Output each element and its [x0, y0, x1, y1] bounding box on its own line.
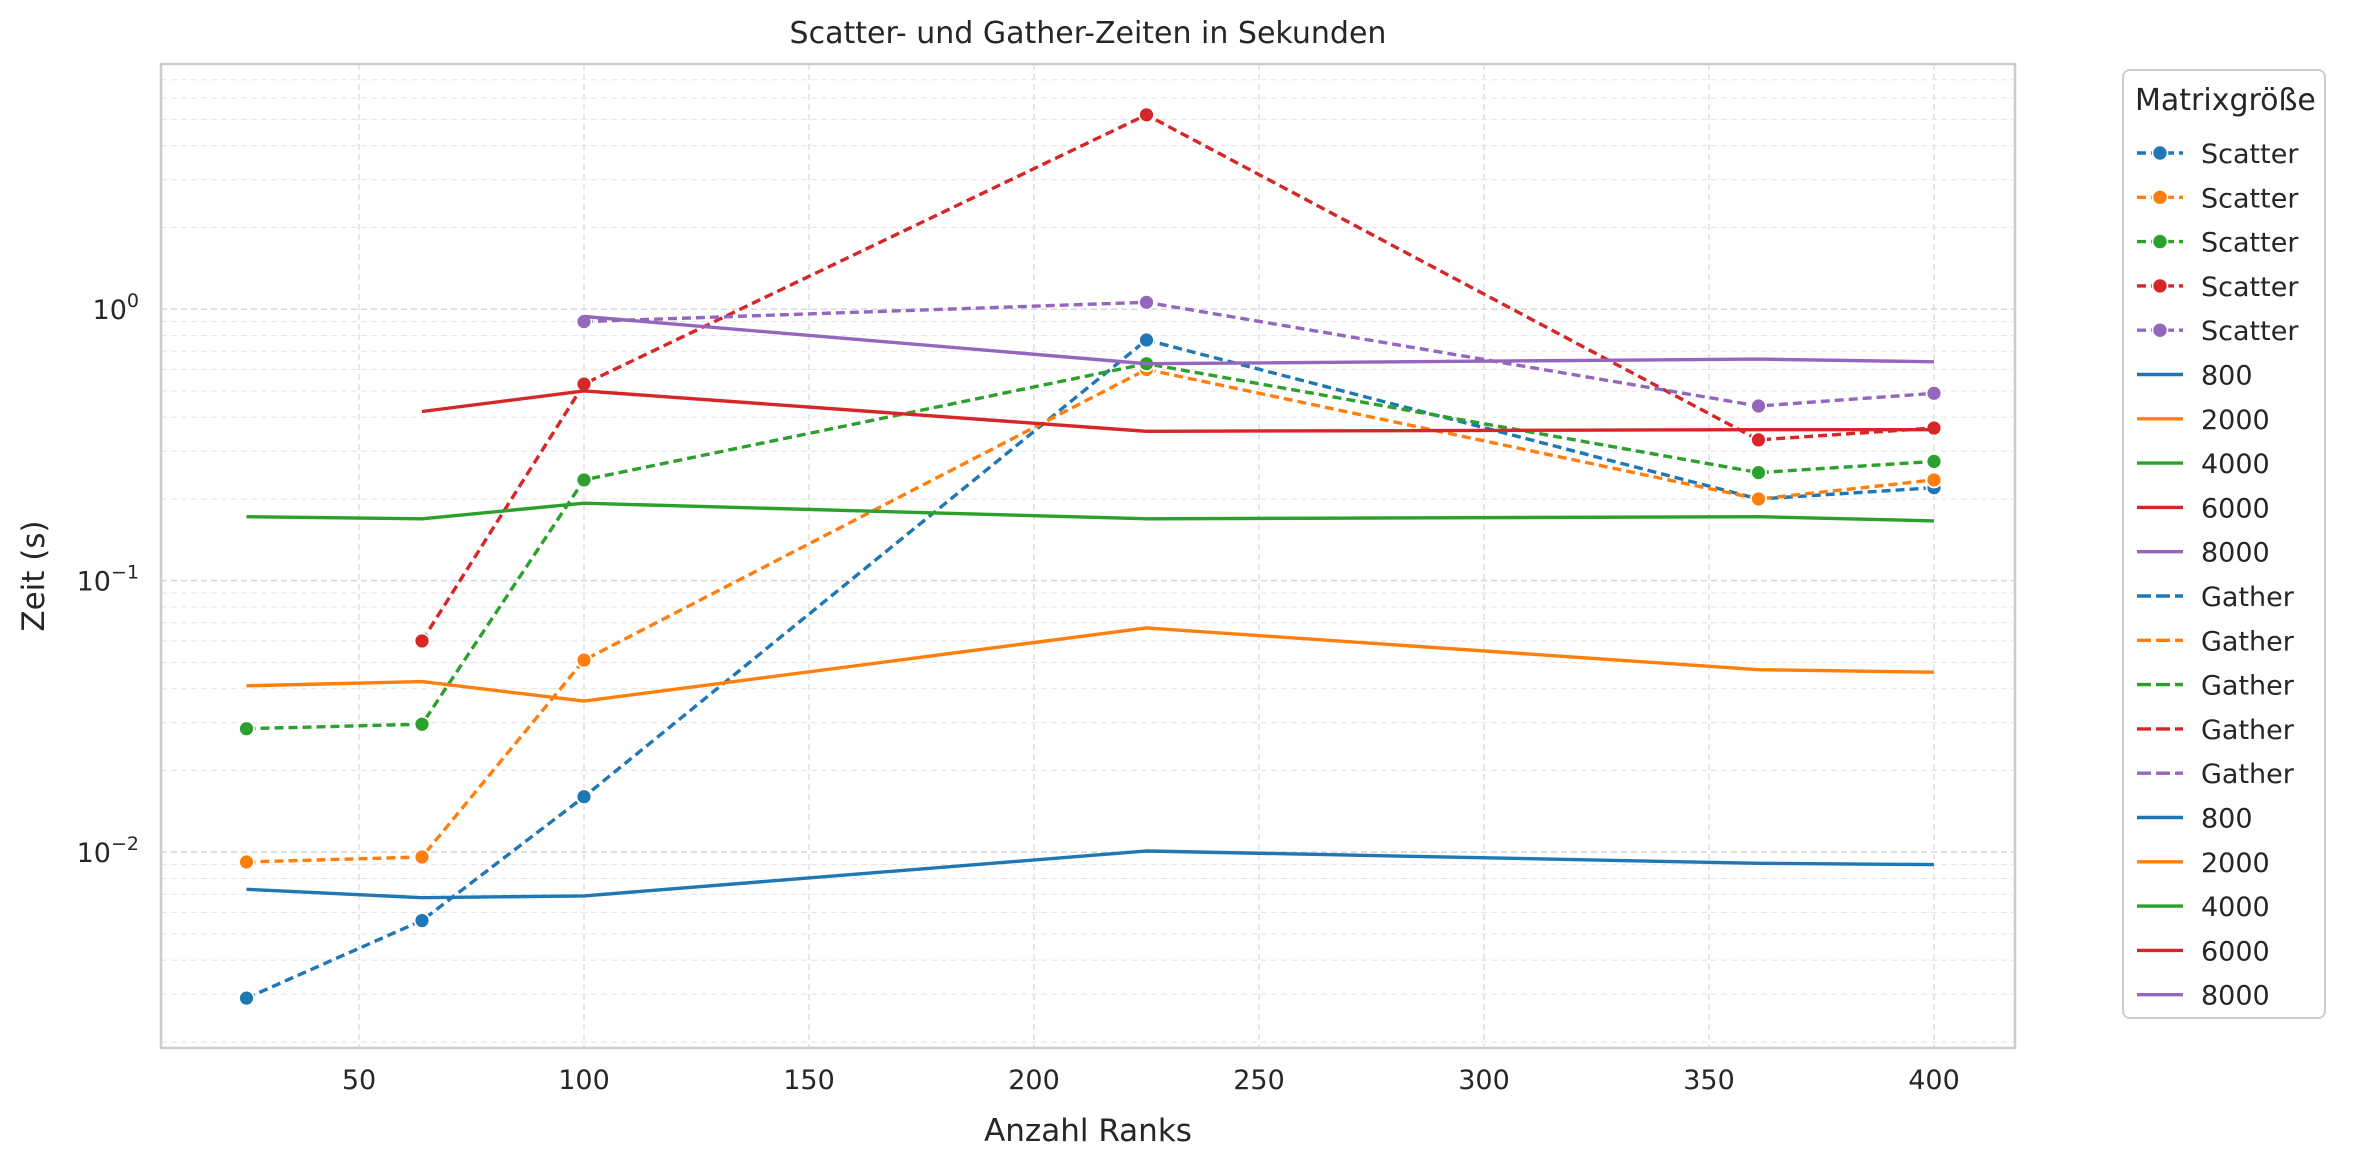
legend-label: 6000: [2201, 493, 2270, 524]
legend-label: Scatter: [2201, 316, 2299, 347]
data-point: [575, 788, 593, 806]
series-line: [246, 367, 1935, 864]
legend-label: 4000: [2201, 449, 2270, 480]
data-point: [1925, 453, 1943, 470]
legend-label: Scatter: [2201, 228, 2299, 259]
grid: [161, 63, 2015, 1048]
series-gather-8000: [583, 314, 1935, 366]
data-point: [238, 989, 255, 1007]
y-axis-label: Zeit (s): [16, 520, 52, 631]
data-point: [413, 912, 431, 929]
series-line: [421, 389, 1934, 433]
series-line: [583, 314, 1935, 366]
x-tick-label: 400: [1908, 1065, 1960, 1096]
legend-marker: [2151, 189, 2169, 206]
y-tick-exponent: 0: [127, 290, 139, 312]
legend-label: 800: [2201, 361, 2253, 392]
series-scatter-4000: [238, 355, 1943, 738]
data-point: [1750, 464, 1767, 482]
series-gather-800: [246, 849, 1935, 900]
legend-marker: [2151, 144, 2169, 162]
x-axis-label: Anzahl Ranks: [984, 1113, 1192, 1149]
data-point: [413, 632, 431, 650]
y-tick-exponent: −1: [111, 562, 139, 584]
x-tick-label: 200: [1008, 1065, 1060, 1096]
data-point: [238, 720, 255, 738]
legend-label: Gather: [2201, 715, 2295, 746]
data-point: [575, 651, 593, 669]
legend-label: Gather: [2201, 759, 2295, 790]
x-tick-label: 250: [1233, 1065, 1285, 1096]
y-tick-base: 10: [93, 295, 127, 326]
legend-title: Matrixgröße: [2135, 83, 2316, 118]
data-point: [1750, 490, 1767, 508]
legend: Matrixgröße Scatter Scatter Scatter Scatter S…: [2122, 69, 2326, 1019]
data-point: [413, 715, 431, 733]
y-tick-label: 10−2: [77, 833, 139, 869]
data-point: [238, 853, 255, 871]
legend-label: Scatter: [2201, 272, 2299, 303]
x-tick-label: 350: [1683, 1065, 1735, 1096]
legend-label: Gather: [2201, 582, 2295, 613]
series-line: [246, 626, 1935, 703]
legend-marker: [2151, 233, 2169, 250]
y-tick-exponent: −2: [111, 833, 139, 855]
data-point: [1750, 397, 1767, 415]
y-tick-base: 10: [77, 567, 111, 598]
data-point: [1138, 293, 1155, 311]
chart-title: Scatter- und Gather-Zeiten in Sekunden: [790, 16, 1387, 51]
data-point: [575, 471, 593, 489]
data-point: [1138, 331, 1155, 349]
legend-label: 800: [2201, 804, 2253, 835]
data-point: [413, 848, 431, 866]
legend-label: Gather: [2201, 671, 2295, 702]
series-line: [583, 300, 1935, 408]
data-point: [1138, 106, 1155, 124]
legend-marker: [2151, 321, 2169, 339]
plot-series: [238, 106, 1943, 1007]
plot-frame: [159, 62, 2017, 1050]
legend-label: 6000: [2201, 936, 2270, 967]
x-tick-label: 150: [783, 1065, 835, 1096]
legend-label: Scatter: [2201, 139, 2299, 170]
legend-label: 4000: [2201, 892, 2270, 923]
y-tick-label: 100: [93, 290, 139, 326]
series-line: [246, 849, 1935, 900]
x-tick-label: 100: [558, 1065, 610, 1096]
y-tick-label: 10−1: [77, 562, 139, 598]
legend-label: 2000: [2201, 405, 2270, 436]
legend-label: 8000: [2201, 538, 2270, 569]
series-line: [246, 362, 1935, 731]
y-tick-base: 10: [77, 838, 111, 869]
x-tick-label: 50: [342, 1065, 376, 1096]
legend-label: 8000: [2201, 981, 2270, 1012]
series-gather-2000: [246, 626, 1935, 703]
legend-marker: [2151, 277, 2169, 295]
x-tick-label: 300: [1458, 1065, 1510, 1096]
series-gather-6000: [421, 389, 1934, 433]
legend-box: [2122, 69, 2326, 1019]
legend-label: Gather: [2201, 626, 2295, 657]
data-point: [1925, 471, 1943, 489]
series-gather-4000: [246, 501, 1935, 523]
series-scatter-8000: [575, 293, 1943, 415]
legend-label: 2000: [2201, 848, 2270, 879]
data-point: [1750, 431, 1767, 449]
series-line: [245, 338, 1935, 1000]
legend-label: Scatter: [2201, 183, 2299, 214]
data-point: [1925, 384, 1943, 402]
series-line: [246, 501, 1935, 523]
